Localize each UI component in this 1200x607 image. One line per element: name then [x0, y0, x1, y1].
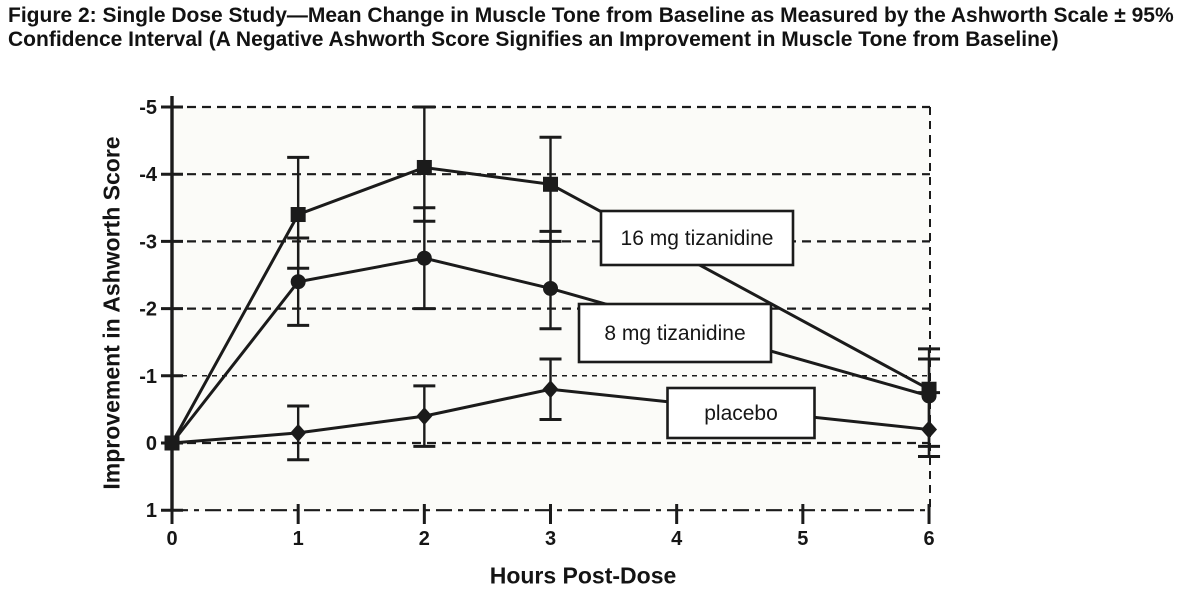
marker-square-16-mg-tizanidine [543, 176, 559, 192]
marker-circle-8-mg-tizanidine [416, 250, 432, 266]
y-tick-label: 0 [146, 433, 157, 455]
marker-circle-8-mg-tizanidine [543, 280, 559, 296]
marker-square-16-mg-tizanidine [921, 381, 937, 397]
x-tick-label: 4 [671, 528, 683, 550]
marker-circle-8-mg-tizanidine [290, 274, 306, 290]
marker-diamond-placebo [542, 380, 559, 399]
marker-square-16-mg-tizanidine [164, 435, 180, 451]
x-tick-label: 6 [923, 528, 934, 550]
legend-label-placebo: placebo [704, 402, 778, 425]
legend-label-16-mg-tizanidine: 16 mg tizanidine [621, 227, 774, 250]
x-tick-label: 5 [797, 528, 808, 550]
x-axis-label: Hours Post-Dose [489, 562, 677, 589]
y-tick-label: -3 [139, 231, 157, 253]
y-axis-label: Improvement in Ashworth Score [98, 136, 125, 490]
x-tick-label: 2 [419, 528, 430, 550]
x-tick-label: 3 [545, 528, 556, 550]
marker-diamond-placebo [416, 407, 433, 426]
y-tick-label: -5 [139, 97, 157, 119]
y-tick-label: -4 [139, 164, 158, 186]
marker-diamond-placebo [290, 423, 307, 442]
legend-box-placebo [666, 386, 816, 440]
marker-square-16-mg-tizanidine [290, 207, 306, 223]
figure-title: Figure 2: Single Dose Study—Mean Change … [8, 4, 1174, 52]
legend-box-16-mg-tizanidine [599, 209, 795, 267]
marker-square-16-mg-tizanidine [416, 159, 432, 175]
x-tick-label: 1 [293, 528, 304, 550]
y-tick-label: -2 [139, 299, 157, 321]
legend-label-8-mg-tizanidine: 8 mg tizanidine [604, 322, 745, 345]
y-tick-label: 1 [146, 500, 157, 522]
y-tick-label: -1 [139, 366, 157, 388]
legend-box-8-mg-tizanidine [577, 302, 773, 364]
x-tick-label: 0 [166, 528, 177, 550]
